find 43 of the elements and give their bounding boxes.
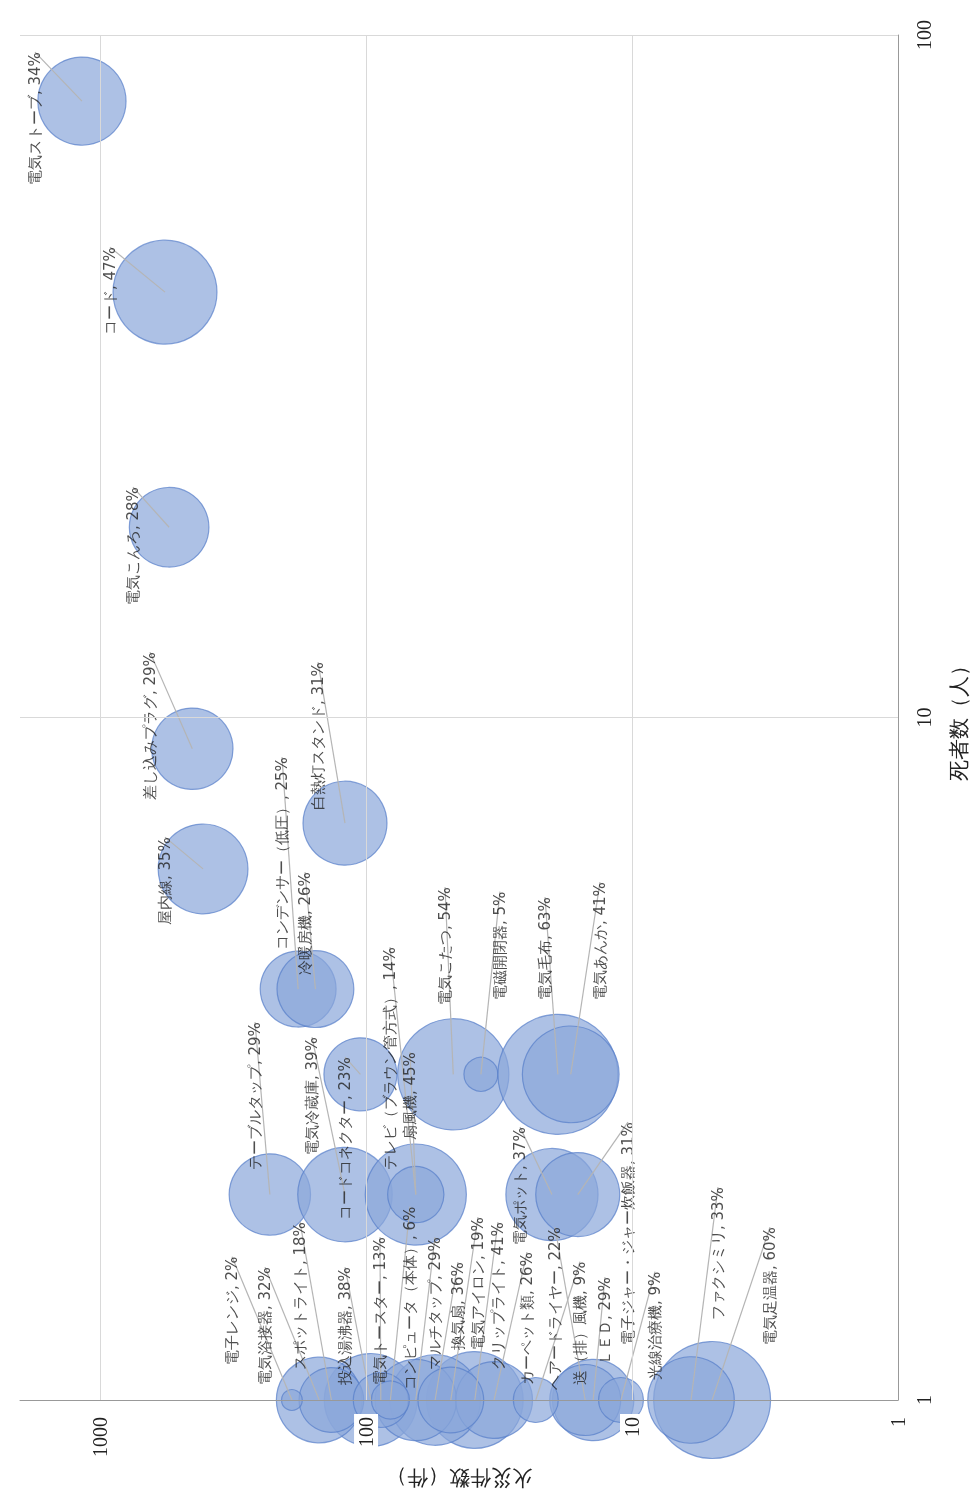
x-tick-label: 10 (621, 1417, 644, 1437)
x-tick-label: 100 (355, 1417, 378, 1447)
annotation: 電気こんろ, 28% (124, 487, 142, 605)
x-tick-label: 1000 (89, 1417, 112, 1457)
annotation: スポットライト, 18% (291, 1222, 309, 1370)
annotation: クリップライト, 41% (489, 1222, 507, 1370)
annotation: 送（排）風機, 9% (571, 1261, 589, 1385)
annotation: 扇風機, 45% (401, 1052, 419, 1140)
y-tick-label: 1 (913, 1395, 935, 1405)
annotation: 電気こたつ, 54% (436, 887, 454, 1005)
annotation: ファクシミリ, 33% (709, 1187, 727, 1320)
annotation: コンピュータ（本体）, 6% (401, 1206, 419, 1390)
annotation: 電子レンジ, 2% (223, 1256, 241, 1365)
annotation: コード, 47% (101, 247, 119, 335)
annotation: 電気ストーブ, 34% (26, 52, 44, 185)
annotation: ヘアードライヤー, 22% (546, 1227, 564, 1390)
annotation: 光線治療機, 9% (646, 1271, 664, 1380)
annotation: 電気浴接器, 32% (256, 1267, 274, 1385)
annotation: 換気扇, 36% (449, 1262, 467, 1350)
y-tick-label: 100 (913, 20, 935, 50)
annotation: コンデンサー（低圧）, 25% (273, 757, 291, 950)
annotation: 白熱灯スタンド, 31% (309, 662, 327, 810)
annotation: 電磁開閉器, 5% (491, 891, 509, 1000)
annotation: 電気アイロン, 19% (469, 1217, 487, 1350)
annotation: テレビ（ブラウン管方式）, 14% (381, 947, 399, 1170)
annotation: カーペット類, 26% (518, 1252, 536, 1385)
annotation: マルチタップ, 29% (426, 1237, 444, 1370)
annotation: 電気ポット, 37% (511, 1127, 529, 1245)
annotation: 電気あんか, 41% (591, 882, 609, 1000)
annotation: 電気冷蔵庫, 39% (303, 1037, 321, 1155)
annotation: 電気足温器, 60% (761, 1227, 779, 1345)
x-tick-label: 1 (887, 1417, 909, 1427)
annotation: 電気毛布, 63% (536, 897, 554, 1000)
annotation: 冷暖房機, 26% (296, 872, 314, 975)
y-tick-label: 10 (913, 707, 935, 728)
annotation: 電気トースター, 13% (371, 1237, 389, 1385)
annotation: 屋内線, 35% (156, 837, 174, 925)
x-axis-title: 火災件数（件） (385, 1466, 533, 1491)
annotation: テーブルタップ, 29% (246, 1022, 264, 1170)
annotation: ＬＥＤ, 29% (596, 1277, 614, 1365)
annotation: 投込湯沸器, 38% (336, 1267, 354, 1386)
annotation: コードコネクター, 23% (336, 1057, 354, 1220)
y-axis-title: 死者数（人） (946, 654, 971, 781)
